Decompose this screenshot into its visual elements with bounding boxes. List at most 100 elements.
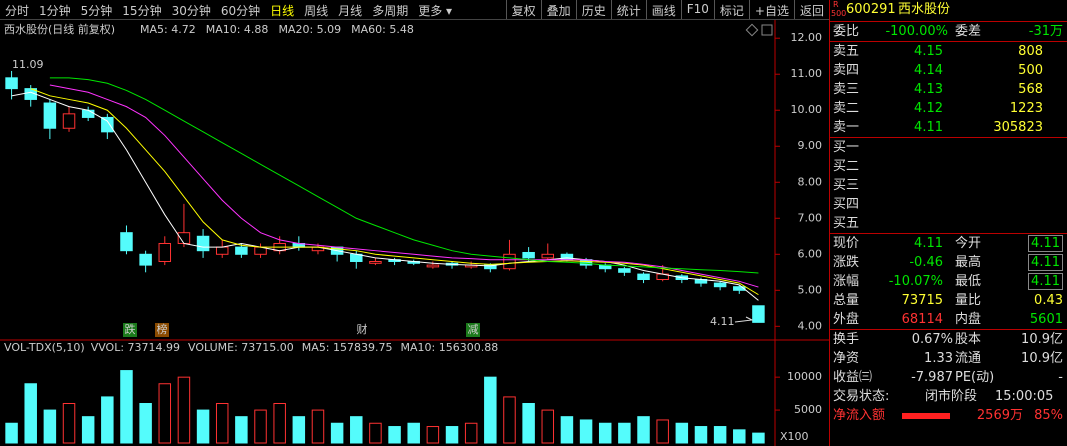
panel-cell: 305823 bbox=[993, 120, 1043, 135]
panel-cell: 2569万 bbox=[976, 408, 1023, 423]
volume-bar bbox=[388, 426, 401, 444]
period-tab[interactable]: 5分钟 bbox=[80, 4, 113, 18]
quote-panel: R 500 600291 西水股份 委比 -100.00% 委差 -31万 卖五 4.15 808 卖… bbox=[829, 0, 1067, 446]
arrow bbox=[734, 316, 754, 323]
panel-cell: 4.12 bbox=[914, 101, 943, 116]
period-tab[interactable]: 分时 bbox=[5, 4, 30, 18]
y-tick-label: 6.00 bbox=[798, 247, 823, 260]
panel-cell: 最低 bbox=[955, 274, 982, 289]
volume-bar bbox=[369, 422, 382, 444]
volume-bar bbox=[158, 383, 172, 444]
volume-bar bbox=[522, 403, 535, 444]
y-tick-label: 5.00 bbox=[798, 283, 823, 296]
high-annotation: 11.09 bbox=[12, 58, 44, 71]
panel-cell: 买三 bbox=[833, 178, 860, 193]
period-tab[interactable]: 月线 bbox=[338, 4, 363, 18]
volume-bar bbox=[177, 376, 191, 444]
tool-button[interactable]: F10 bbox=[680, 0, 714, 19]
period-tab[interactable]: 15分钟 bbox=[122, 4, 162, 18]
period-tab[interactable]: 更多 ▾ bbox=[418, 4, 453, 18]
volume-bar bbox=[273, 403, 286, 444]
period-tab[interactable]: 30分钟 bbox=[171, 4, 211, 18]
tool-button[interactable]: 统计 bbox=[610, 0, 646, 19]
panel-row: 买三 bbox=[830, 176, 1067, 195]
period-tab[interactable]: 周线 bbox=[304, 4, 329, 18]
tool-button[interactable]: +自选 bbox=[748, 0, 794, 19]
candle-body bbox=[733, 286, 746, 291]
event-label: 跌 bbox=[125, 322, 136, 336]
panel-cell: 卖三 bbox=[833, 82, 860, 97]
candle-body bbox=[484, 264, 497, 270]
panel-cell: 委差 bbox=[955, 24, 982, 39]
y-tick-label: 7.00 bbox=[798, 211, 823, 224]
panel-row: 买二 bbox=[830, 157, 1067, 176]
candle-body bbox=[235, 246, 248, 255]
volume-bar bbox=[43, 409, 57, 444]
volume-bar bbox=[350, 416, 363, 444]
panel-cell: 0.67% bbox=[911, 332, 953, 347]
period-tab[interactable]: 日线 bbox=[270, 4, 295, 18]
ma-line bbox=[49, 77, 759, 274]
panel-cell: 500 bbox=[831, 9, 847, 18]
panel-row: 委比 -100.00% 委差 -31万 bbox=[830, 21, 1067, 41]
panel-cell: 4.11 bbox=[914, 236, 943, 251]
panel-cell: 808 bbox=[1018, 44, 1043, 59]
volume-bar bbox=[694, 426, 708, 444]
volume-bar bbox=[81, 416, 95, 444]
period-tab[interactable]: 多周期 bbox=[372, 4, 409, 18]
tool-button[interactable]: 画线 bbox=[645, 0, 681, 19]
volume-bar bbox=[675, 422, 689, 444]
candle-body bbox=[196, 235, 210, 252]
panel-cell: 换手 bbox=[833, 332, 860, 347]
tool-button[interactable]: 叠加 bbox=[540, 0, 576, 19]
panel-cell: - bbox=[1058, 370, 1063, 385]
volume-bar bbox=[464, 422, 478, 444]
candle-body bbox=[503, 253, 516, 270]
panel-cell: 4.11 bbox=[1028, 273, 1063, 290]
tool-button[interactable]: 历史 bbox=[575, 0, 611, 19]
volume-unit: X100 bbox=[780, 430, 809, 443]
panel-cell: -0.46 bbox=[909, 255, 943, 270]
event-marker bbox=[355, 323, 369, 337]
legend-entry: MA10: 4.88 bbox=[206, 23, 269, 36]
panel-row: R 500 600291 西水股份 bbox=[830, 0, 1067, 21]
volume-tick-label: 10000 bbox=[787, 370, 822, 383]
panel-cell: 闭市阶段 bbox=[925, 389, 978, 404]
panel-row: 净流入额 2569万 85% bbox=[830, 406, 1067, 425]
panel-cell: 4.14 bbox=[914, 63, 943, 78]
panel-row: 买一 bbox=[830, 137, 1067, 157]
y-tick-label: 8.00 bbox=[798, 175, 823, 188]
volume-bar bbox=[560, 416, 574, 444]
panel-row: 收益㈢ -7.987 PE(动) - bbox=[830, 368, 1067, 387]
volume-bar bbox=[541, 409, 555, 444]
event-label: 减 bbox=[468, 323, 479, 336]
panel-cell: 500 bbox=[1018, 63, 1043, 78]
tool-button[interactable]: 复权 bbox=[505, 0, 541, 19]
panel-cell: 73715 bbox=[901, 293, 943, 308]
panel-cell: 买一 bbox=[833, 140, 860, 155]
panel-cell: 卖一 bbox=[833, 120, 860, 135]
candle-body bbox=[139, 253, 152, 266]
tool-icon[interactable] bbox=[761, 24, 773, 36]
tool-button[interactable]: 标记 bbox=[713, 0, 749, 19]
volume-bar bbox=[330, 422, 344, 444]
panel-cell: 85% bbox=[1034, 408, 1063, 423]
volume-bar bbox=[120, 370, 133, 444]
panel-cell: -10.07% bbox=[888, 274, 943, 289]
ma-line bbox=[49, 84, 759, 288]
candle-body bbox=[215, 246, 229, 255]
panel-cell: 1.33 bbox=[924, 351, 953, 366]
panel-cell: 卖四 bbox=[833, 63, 860, 78]
volume-bar bbox=[637, 416, 650, 444]
panel-cell: 涨幅 bbox=[833, 274, 860, 289]
y-tick-label: 4.00 bbox=[798, 319, 823, 332]
panel-cell: 4.13 bbox=[914, 82, 943, 97]
volume-bar bbox=[311, 409, 325, 444]
volume-bar bbox=[254, 409, 267, 444]
period-tab[interactable]: 60分钟 bbox=[220, 4, 261, 18]
candle-body bbox=[43, 102, 57, 129]
period-tab[interactable]: 1分钟 bbox=[39, 4, 71, 18]
tool-icon[interactable] bbox=[745, 23, 759, 37]
volume-readout: MA10: 156300.88 bbox=[401, 341, 499, 354]
tool-button[interactable]: 返回 bbox=[793, 0, 829, 19]
